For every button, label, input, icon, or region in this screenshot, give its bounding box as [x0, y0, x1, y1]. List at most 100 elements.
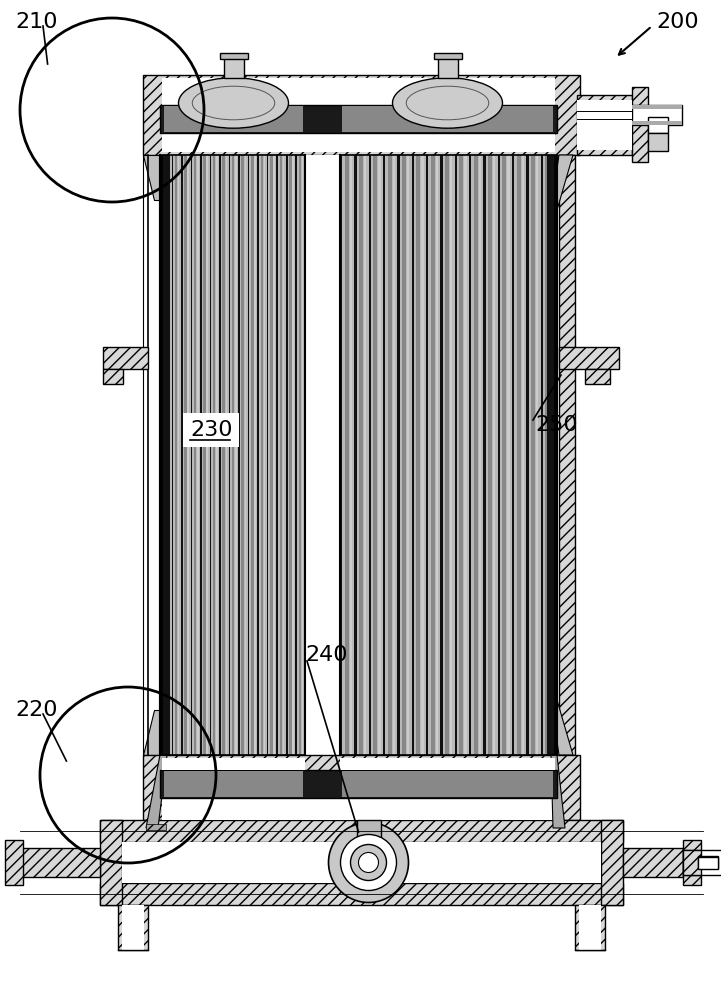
- Bar: [219, 53, 247, 59]
- Text: 230: 230: [190, 420, 232, 440]
- Circle shape: [350, 844, 386, 880]
- Bar: [143, 755, 580, 820]
- Bar: [273, 155, 275, 755]
- Bar: [359, 155, 363, 755]
- Bar: [103, 347, 148, 369]
- Bar: [575, 905, 605, 950]
- Bar: [546, 155, 549, 755]
- Bar: [464, 155, 466, 755]
- Bar: [383, 155, 386, 755]
- Bar: [388, 155, 392, 755]
- Bar: [421, 155, 424, 755]
- Bar: [200, 155, 202, 755]
- Bar: [251, 155, 254, 755]
- Bar: [623, 848, 683, 877]
- Bar: [289, 155, 292, 755]
- Bar: [450, 155, 452, 755]
- Bar: [210, 155, 211, 755]
- Bar: [187, 155, 189, 755]
- Bar: [242, 155, 244, 755]
- Bar: [441, 155, 443, 755]
- Bar: [257, 155, 259, 755]
- Bar: [255, 155, 256, 755]
- Bar: [143, 75, 580, 155]
- Bar: [698, 857, 718, 869]
- Bar: [296, 155, 297, 755]
- Bar: [479, 155, 481, 755]
- Bar: [238, 155, 240, 755]
- Bar: [698, 856, 718, 868]
- Bar: [438, 58, 458, 78]
- Bar: [364, 155, 366, 755]
- Bar: [354, 155, 357, 755]
- Bar: [178, 155, 180, 755]
- Bar: [267, 155, 268, 755]
- Text: 200: 200: [656, 12, 699, 32]
- Bar: [103, 369, 123, 384]
- Bar: [162, 78, 305, 152]
- Polygon shape: [551, 755, 565, 828]
- Bar: [229, 155, 230, 755]
- Bar: [340, 78, 555, 152]
- Bar: [232, 155, 234, 755]
- Bar: [526, 155, 528, 755]
- Bar: [213, 155, 216, 755]
- Bar: [488, 155, 492, 755]
- Bar: [402, 155, 406, 755]
- Bar: [430, 155, 435, 755]
- Bar: [601, 820, 623, 905]
- Bar: [160, 770, 557, 798]
- Bar: [356, 820, 381, 845]
- Bar: [292, 155, 294, 755]
- Bar: [172, 155, 173, 755]
- Bar: [392, 155, 395, 755]
- Bar: [507, 155, 510, 755]
- Bar: [122, 905, 144, 950]
- Bar: [219, 155, 221, 755]
- Ellipse shape: [392, 78, 503, 128]
- Bar: [197, 155, 198, 755]
- Ellipse shape: [179, 78, 288, 128]
- Bar: [683, 840, 701, 885]
- Polygon shape: [551, 155, 573, 210]
- Bar: [536, 155, 539, 755]
- Bar: [174, 155, 177, 755]
- Bar: [5, 840, 23, 885]
- Bar: [579, 905, 601, 950]
- Text: 210: 210: [15, 12, 58, 32]
- Bar: [632, 121, 682, 125]
- Polygon shape: [143, 155, 160, 200]
- Bar: [345, 155, 348, 755]
- Bar: [162, 155, 305, 755]
- Bar: [164, 106, 303, 132]
- Bar: [100, 820, 623, 842]
- Bar: [521, 155, 524, 755]
- Bar: [305, 78, 340, 152]
- Bar: [373, 155, 377, 755]
- Bar: [577, 95, 632, 155]
- Bar: [683, 850, 701, 875]
- Bar: [302, 155, 304, 755]
- Bar: [648, 117, 668, 133]
- Bar: [648, 133, 668, 151]
- Bar: [407, 155, 410, 755]
- Bar: [379, 155, 381, 755]
- Bar: [162, 155, 164, 755]
- Bar: [350, 155, 352, 755]
- Circle shape: [329, 822, 409, 902]
- Bar: [632, 105, 682, 125]
- Circle shape: [340, 834, 397, 890]
- Bar: [632, 105, 682, 109]
- Bar: [118, 905, 148, 950]
- Bar: [298, 155, 301, 755]
- Bar: [412, 155, 414, 755]
- Bar: [165, 155, 168, 755]
- Bar: [276, 155, 278, 755]
- Bar: [160, 105, 557, 133]
- Polygon shape: [143, 710, 160, 755]
- Bar: [547, 155, 557, 755]
- Bar: [122, 842, 601, 883]
- Bar: [559, 347, 619, 369]
- Bar: [100, 883, 623, 905]
- Bar: [342, 106, 553, 132]
